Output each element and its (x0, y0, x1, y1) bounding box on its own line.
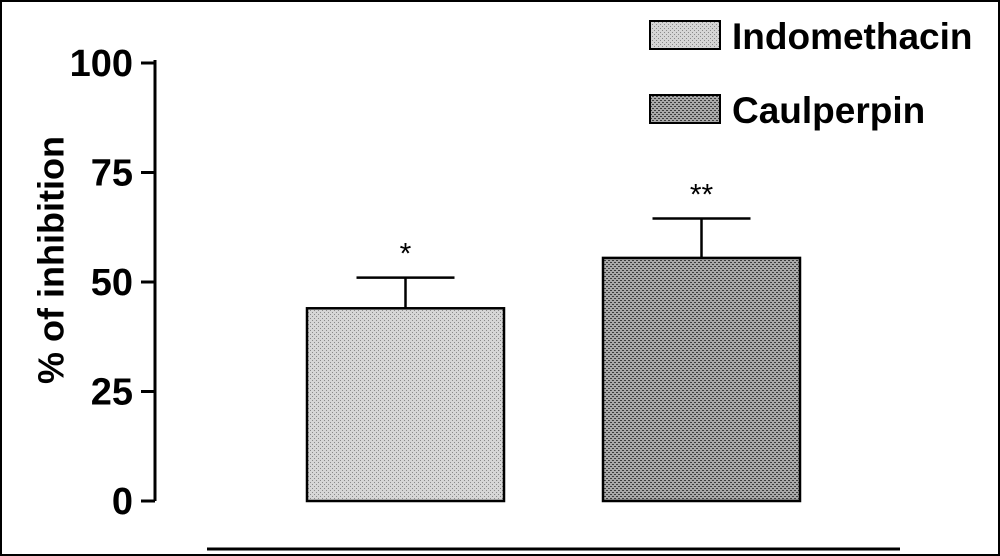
legend-swatch-caulperpin (649, 94, 721, 124)
legend-label-caulperpin: Caulperpin (732, 90, 925, 131)
legend-swatch-indomethacin (649, 20, 721, 50)
bar-indomethacin (305, 307, 506, 503)
y-tick-label: 75 (91, 153, 133, 195)
y-tick-label: 25 (91, 372, 133, 414)
significance-marker-caulperpin: ** (690, 178, 714, 211)
bars: *** (305, 178, 802, 503)
legend: Indomethacin Caulperpin (649, 16, 973, 131)
y-tick-label: 100 (70, 43, 133, 85)
y-ticks: 0 25 50 75 100 (70, 43, 155, 523)
y-tick-label: 50 (91, 262, 133, 304)
y-tick-label: 0 (112, 481, 133, 523)
significance-marker-indomethacin: * (400, 238, 412, 271)
y-axis-title: % of inhibition (31, 136, 72, 384)
legend-label-indomethacin: Indomethacin (732, 16, 973, 57)
bar-caulperpin (601, 256, 802, 503)
